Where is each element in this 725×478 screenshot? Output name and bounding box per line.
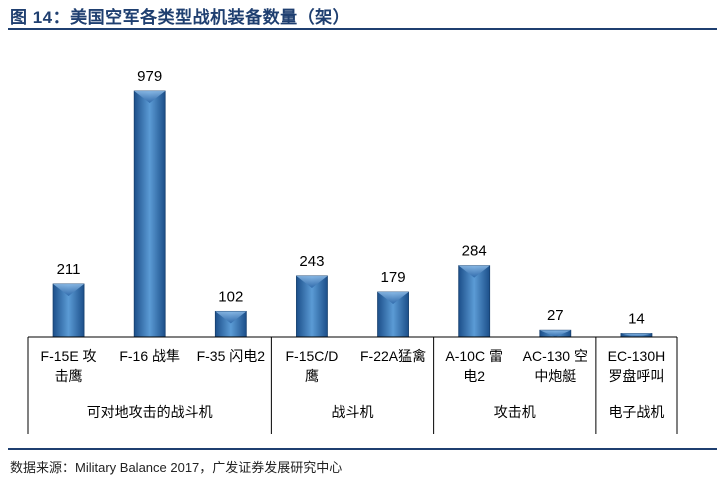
bar-1 (133, 90, 166, 338)
bar-2 (214, 310, 247, 338)
category-label: F-15C/D (285, 348, 338, 364)
category-label: 电2 (463, 368, 485, 384)
category-label: 击鹰 (55, 368, 83, 384)
bar-cap (296, 275, 328, 288)
bar-6 (539, 329, 572, 338)
category-label: F-16 战隼 (119, 348, 180, 364)
group-label: 可对地攻击的战斗机 (87, 404, 213, 420)
category-label: F-22A猛禽 (360, 348, 426, 364)
category-label: 罗盘呼叫 (608, 368, 664, 384)
category-label: F-35 闪电2 (197, 348, 266, 364)
bar-cap (458, 265, 490, 278)
category-label: EC-130H (608, 348, 666, 364)
source-note: 数据来源：Military Balance 2017，广发证券发展研究中心 (10, 460, 343, 475)
chart-title: 图 14：美国空军各类型战机装备数量（架） (10, 8, 351, 27)
bar-cap (377, 292, 409, 305)
data-label: 284 (462, 243, 487, 260)
category-label: AC-130 空 (523, 348, 588, 364)
bar-cap (215, 311, 247, 324)
title-rule (8, 28, 717, 30)
group-label: 战斗机 (332, 404, 374, 420)
bar-cap (53, 283, 85, 296)
category-label: 中炮艇 (534, 368, 576, 384)
data-label: 179 (381, 269, 406, 286)
bars-layer: 211 979 102 243 179 284 27 14 (52, 68, 653, 338)
axis-layer: F-15E 攻击鹰 F-16 战隼 F-35 闪电2 F-15C/D 鹰 F-22A猛禽 A… (27, 336, 678, 434)
bar-cap (134, 91, 166, 103)
category-label: 鹰 (305, 368, 319, 384)
data-label: 14 (628, 310, 645, 327)
group-label: 电子战机 (608, 404, 664, 420)
data-label: 243 (299, 253, 324, 270)
source-rule (8, 448, 717, 450)
bar-cap (620, 333, 652, 337)
bar-cap (539, 330, 571, 337)
bar-5 (458, 265, 491, 338)
data-label: 27 (547, 307, 564, 324)
group-label: 攻击机 (494, 404, 536, 420)
bar-7 (620, 333, 653, 338)
bar-4 (377, 291, 409, 338)
data-label: 211 (57, 261, 81, 278)
data-label: 102 (218, 288, 243, 305)
data-label: 979 (137, 68, 162, 85)
category-label: A-10C 雷 (445, 348, 503, 364)
bar-0 (52, 283, 85, 338)
bar-3 (296, 275, 328, 338)
category-label: F-15E 攻 (41, 348, 97, 364)
bar-body (133, 90, 166, 338)
